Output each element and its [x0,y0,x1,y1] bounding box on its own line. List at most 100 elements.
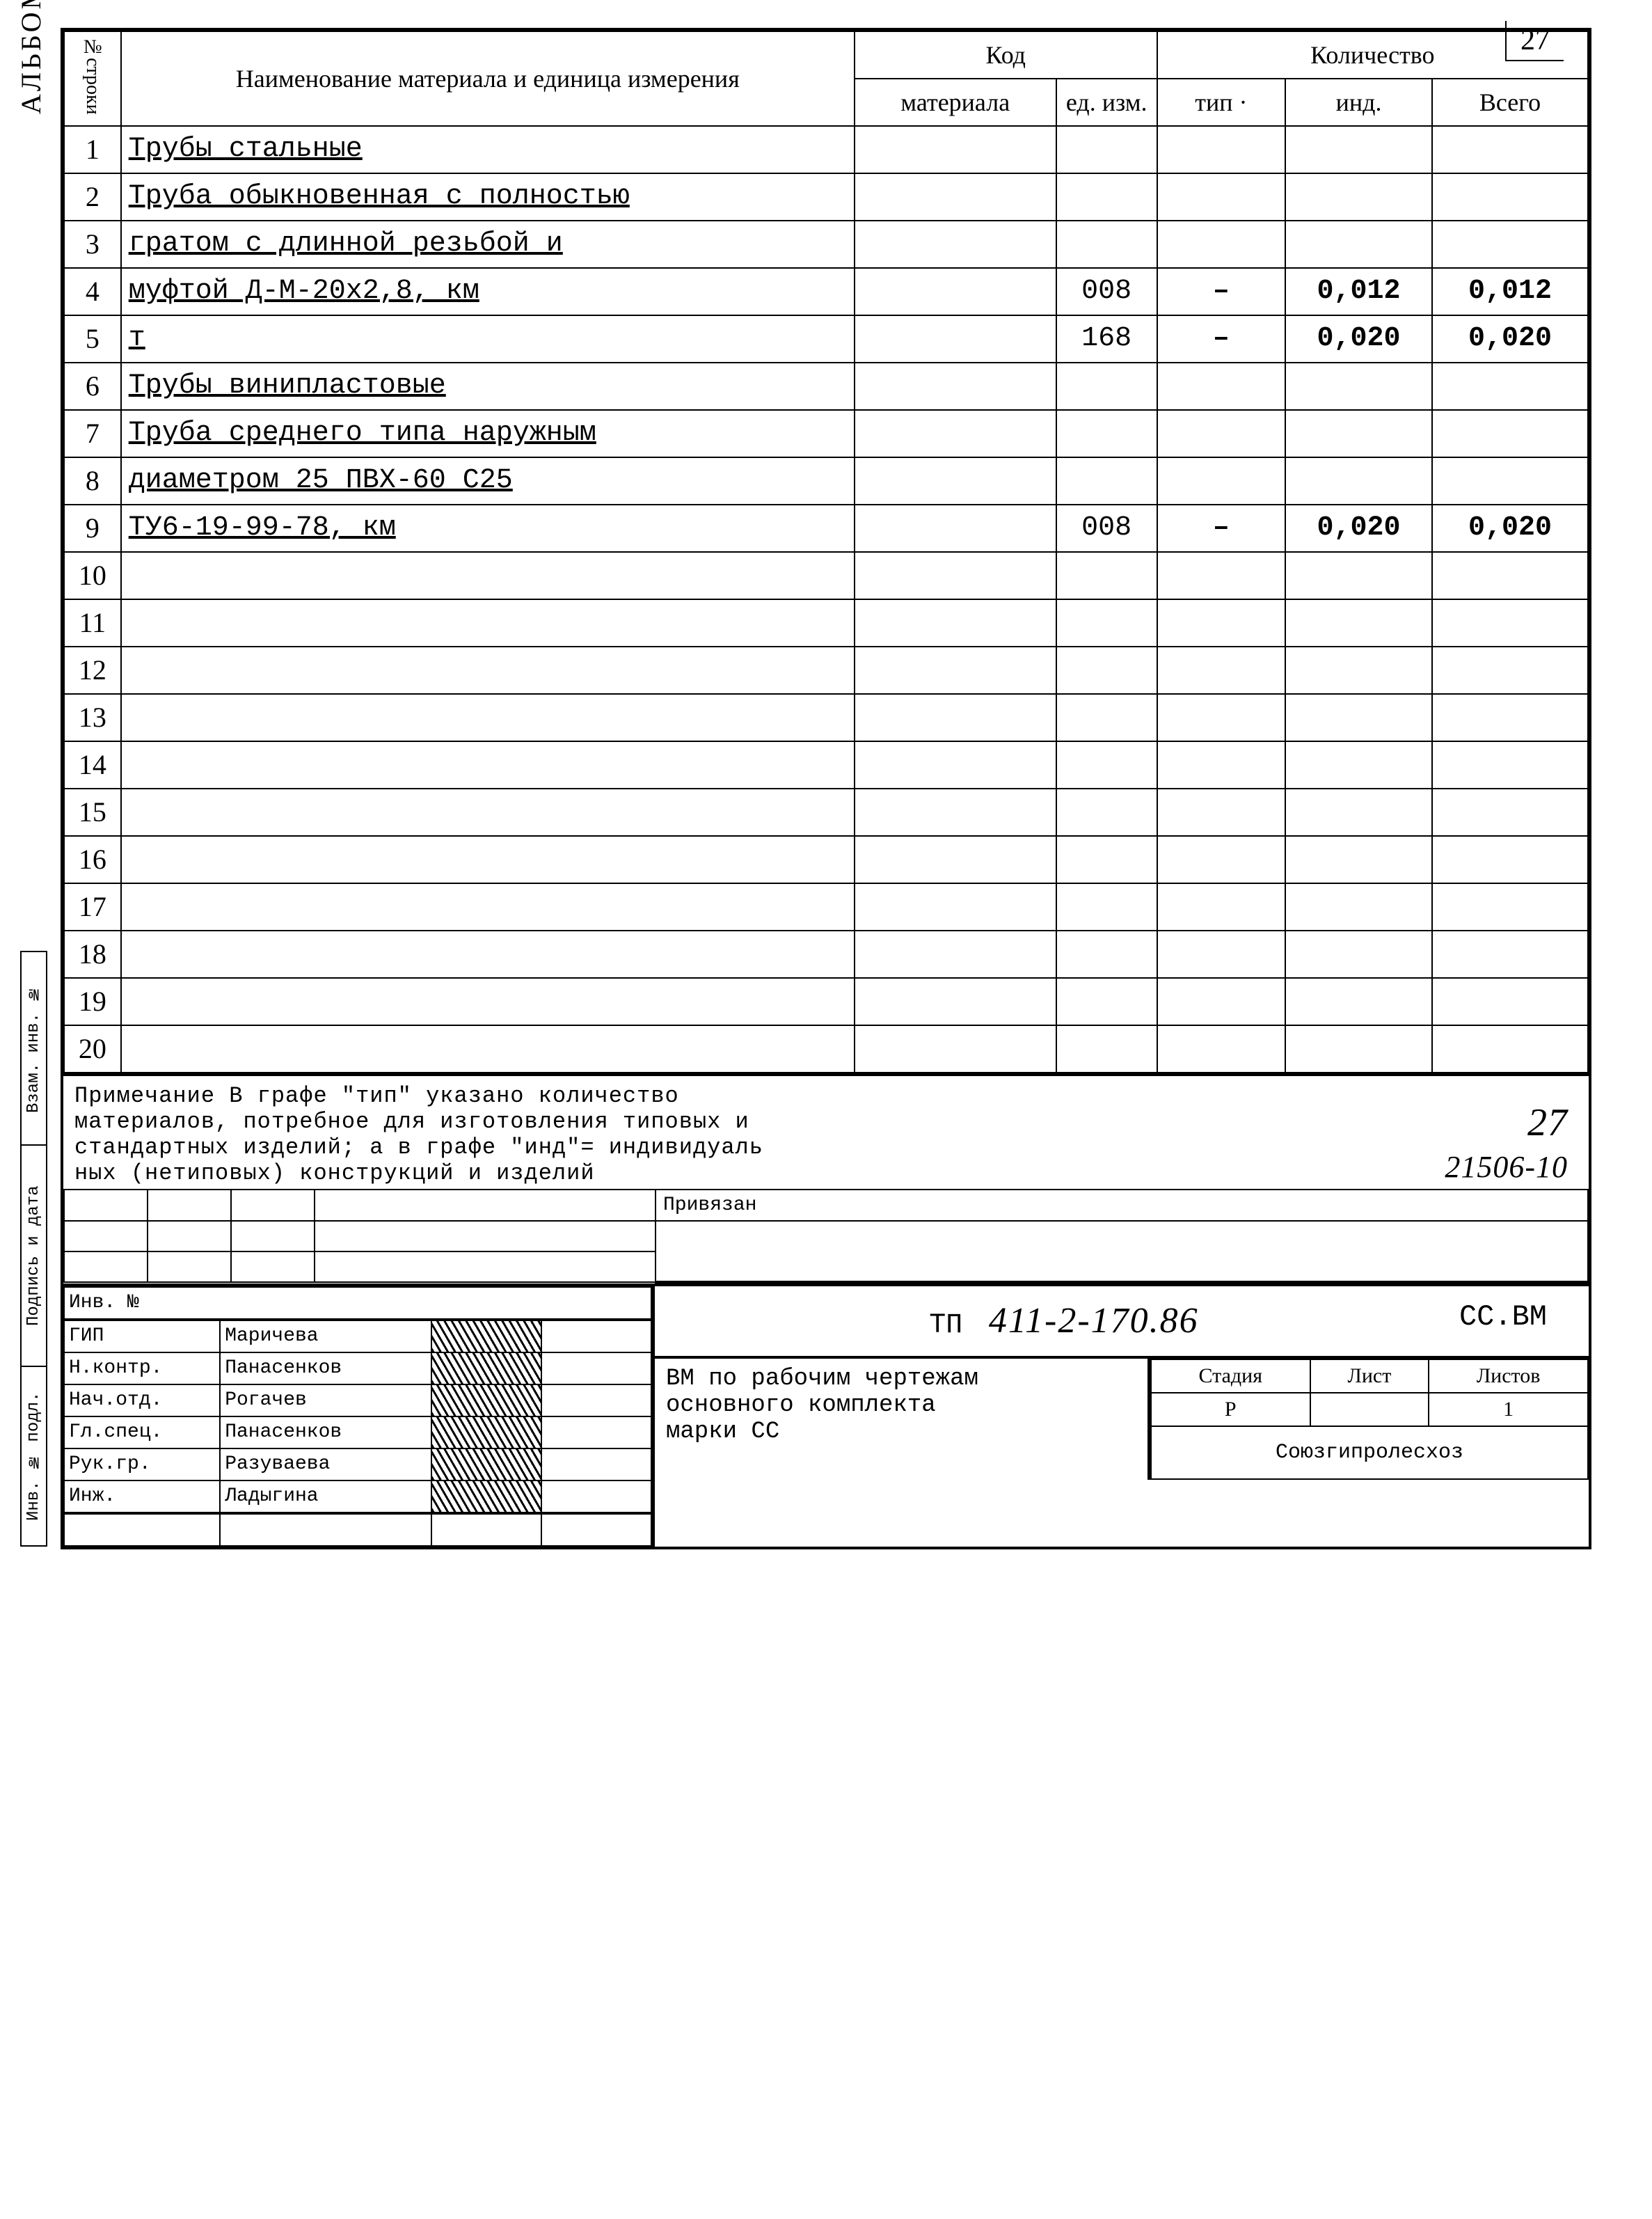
row-number: 4 [64,268,121,315]
signer-date [541,1352,651,1384]
code-unit [1056,741,1157,789]
material-name: диаметром 25 ПВХ-60 С25 [121,457,855,505]
signer-date [541,1448,651,1480]
signer-date [541,1384,651,1416]
signer-role: Нач.отд. [64,1384,220,1416]
qty-ind [1285,410,1432,457]
side-stamps: Взам. инв. № Подпись и дата Инв. № подл. [20,952,61,1547]
drawing-frame: АЛЬБОМ IX №строки Наименование материала… [61,28,1591,1549]
col-header-rownum: №строки [81,36,104,115]
qty-total [1432,883,1588,931]
signer-role: Рук.гр. [64,1448,220,1480]
code-material [855,1025,1056,1073]
code-unit [1056,789,1157,836]
code-unit: 168 [1056,315,1157,363]
row-number: 11 [64,599,121,647]
qty-ind [1285,173,1432,221]
row-number: 2 [64,173,121,221]
material-name [121,836,855,883]
qty-ind [1285,126,1432,173]
qty-tip [1157,883,1285,931]
qty-ind [1285,978,1432,1025]
code-material [855,315,1056,363]
signer-row: Инж.Ладыгина [64,1480,651,1513]
qty-tip [1157,789,1285,836]
code-material [855,457,1056,505]
table-row: 5т168–0,0200,020 [64,315,1588,363]
signer-role: Инж. [64,1480,220,1513]
code-material [855,126,1056,173]
table-row: 6Трубы винипластовые [64,363,1588,410]
col-header-tip: тип · [1157,79,1285,126]
code-unit [1056,457,1157,505]
row-number: 17 [64,883,121,931]
qty-ind [1285,789,1432,836]
code-material [855,410,1056,457]
table-row: 9ТУ6-19-99-78, км008–0,0200,020 [64,505,1588,552]
row-number: 6 [64,363,121,410]
row-number: 10 [64,552,121,599]
code-unit [1056,931,1157,978]
side-stamp: Подпись и дата [20,1144,47,1367]
row-number: 3 [64,221,121,268]
qty-total [1432,552,1588,599]
row-number: 7 [64,410,121,457]
code-material [855,647,1056,694]
qty-tip [1157,741,1285,789]
qty-ind [1285,457,1432,505]
qty-total [1432,978,1588,1025]
qty-tip [1157,410,1285,457]
qty-ind [1285,552,1432,599]
qty-ind [1285,1025,1432,1073]
table-row: 20 [64,1025,1588,1073]
code-unit: 008 [1056,505,1157,552]
note-line: стандартных изделий; а в графе "инд"= ин… [74,1135,1578,1160]
code-material [855,173,1056,221]
tp-value: 411-2-170.86 [989,1301,1199,1341]
signature-icon [431,1480,541,1513]
signer-row: Рук.гр.Разуваева [64,1448,651,1480]
col-header-material: материала [855,79,1056,126]
code-unit [1056,552,1157,599]
table-row: 18 [64,931,1588,978]
signer-role: Н.контр. [64,1352,220,1384]
row-number: 20 [64,1025,121,1073]
signer-date [541,1416,651,1448]
code-material [855,836,1056,883]
qty-ind: 0,012 [1285,268,1432,315]
material-name: Труба обыкновенная с полностью [121,173,855,221]
qty-tip [1157,457,1285,505]
row-number: 9 [64,505,121,552]
material-name: гратом с длинной резьбой и [121,221,855,268]
meta-sheet-header: Лист [1310,1359,1429,1393]
code-material [855,221,1056,268]
code-material [855,552,1056,599]
qty-tip [1157,694,1285,741]
signer-name: Маричева [220,1320,431,1352]
material-name [121,1025,855,1073]
table-row: 4муфтой Д-М-20х2,8, км008–0,0120,012 [64,268,1588,315]
row-number: 1 [64,126,121,173]
qty-ind [1285,741,1432,789]
code-unit [1056,836,1157,883]
qty-tip [1157,599,1285,647]
signer-row: Н.контр.Панасенков [64,1352,651,1384]
qty-total [1432,789,1588,836]
qty-total [1432,694,1588,741]
table-row: 8диаметром 25 ПВХ-60 С25 [64,457,1588,505]
materials-table: №строки Наименование материала и единица… [63,31,1589,1073]
row-number: 19 [64,978,121,1025]
row-number: 18 [64,931,121,978]
qty-total [1432,221,1588,268]
qty-total: 0,012 [1432,268,1588,315]
code-material [855,789,1056,836]
qty-tip: – [1157,505,1285,552]
material-name [121,694,855,741]
row-number: 13 [64,694,121,741]
material-name [121,647,855,694]
qty-total: 0,020 [1432,315,1588,363]
code-material [855,505,1056,552]
qty-total [1432,599,1588,647]
table-row: 1Трубы стальные [64,126,1588,173]
qty-total [1432,126,1588,173]
